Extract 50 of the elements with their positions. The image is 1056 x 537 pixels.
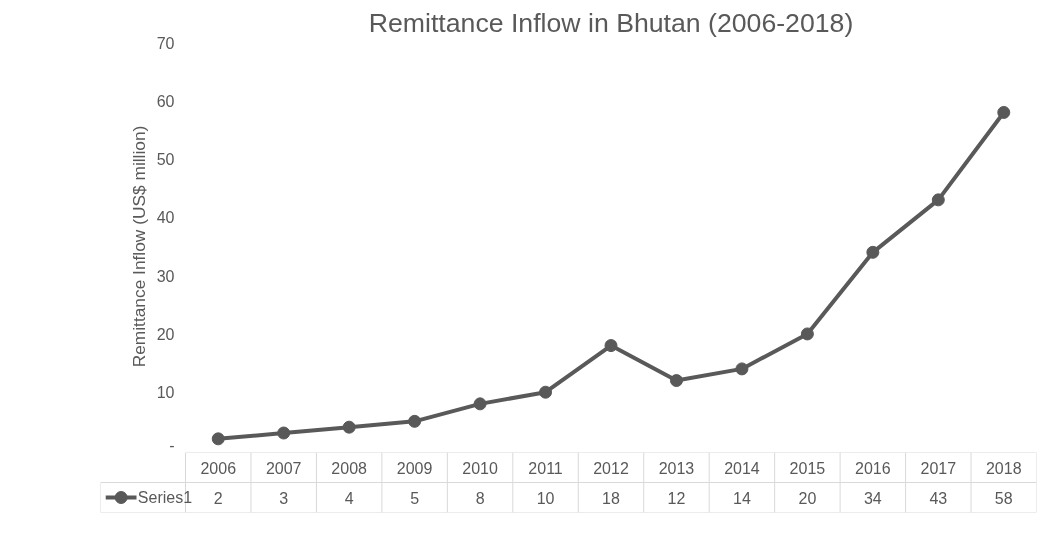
y-tick-label: 40 xyxy=(156,209,175,227)
y-tick-label: 60 xyxy=(156,92,175,110)
data-label: 14 xyxy=(733,489,751,507)
point xyxy=(408,414,422,428)
x-tick-label: 2016 xyxy=(855,459,891,477)
x-tick-label: 2010 xyxy=(462,459,498,477)
point xyxy=(277,426,291,440)
data-label: 10 xyxy=(536,489,555,507)
data-label: 58 xyxy=(994,489,1013,507)
x-tick-label: 2006 xyxy=(200,459,237,477)
point xyxy=(539,385,553,399)
data-label: 34 xyxy=(863,489,882,507)
point xyxy=(473,397,487,411)
data-label: 43 xyxy=(929,489,948,507)
point xyxy=(669,374,683,388)
point xyxy=(997,105,1011,119)
data-label: 3 xyxy=(279,489,289,507)
x-tick-label: 2011 xyxy=(528,459,563,477)
point xyxy=(735,362,749,376)
x-tick-label: 2007 xyxy=(265,459,302,477)
data-label: 5 xyxy=(410,489,420,507)
x-tick-label: 2008 xyxy=(331,459,368,477)
x-tick-label: 2009 xyxy=(396,459,433,477)
point xyxy=(211,432,225,446)
x-tick-label: 2012 xyxy=(593,459,629,477)
x-tick-label: 2014 xyxy=(724,459,760,477)
data-label: 4 xyxy=(344,489,354,507)
y-tick-label: 10 xyxy=(156,384,175,402)
y-tick-label: 50 xyxy=(156,151,175,169)
y-axis-title: Remittance Inflow (US$ million) xyxy=(128,125,149,368)
point xyxy=(931,193,945,207)
data-label: 20 xyxy=(798,489,817,507)
legend-label: Series1 xyxy=(137,489,193,506)
point xyxy=(866,245,880,259)
y-tick-label: 30 xyxy=(156,267,175,285)
x-tick-label: 2017 xyxy=(920,459,957,477)
chart-title: Remittance Inflow in Bhutan (2006-2018) xyxy=(368,7,854,38)
y-tick-label: - xyxy=(169,436,175,454)
point xyxy=(800,327,814,341)
data-label: 18 xyxy=(602,489,620,507)
data-label: 12 xyxy=(667,489,686,507)
y-tick-label: 20 xyxy=(156,325,175,343)
x-tick-label: 2018 xyxy=(985,459,1022,477)
data-label: 8 xyxy=(475,489,485,507)
y-tick-label: 70 xyxy=(156,34,175,52)
data-label: 2 xyxy=(213,489,223,507)
point xyxy=(342,420,356,434)
x-tick-label: 2015 xyxy=(789,459,826,477)
point xyxy=(604,339,618,353)
x-tick-label: 2013 xyxy=(658,459,695,477)
